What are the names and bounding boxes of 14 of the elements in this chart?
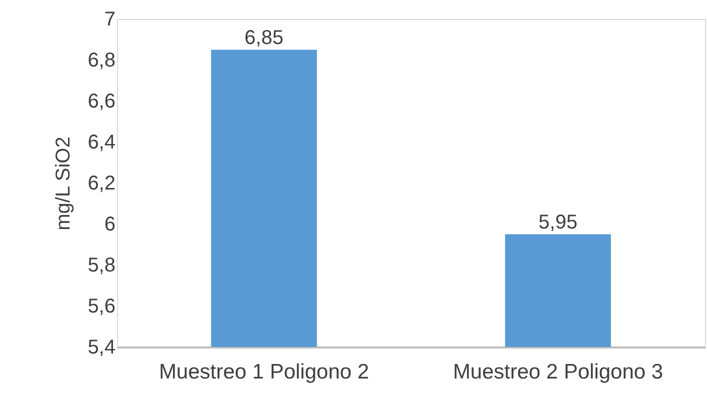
y-tick-label: 5,4: [88, 336, 116, 358]
y-tick-label: 5,6: [88, 296, 116, 318]
y-tick-label: 7: [104, 8, 116, 30]
y-tick-label: 6: [104, 214, 116, 236]
y-tick-label: 6,2: [88, 172, 116, 194]
y-tick-label: 6,4: [88, 132, 116, 154]
y-tick-label: 6,8: [88, 50, 116, 72]
y-axis-title: mg/L SiO2: [52, 136, 75, 230]
y-tick-label: 5,8: [88, 254, 116, 276]
x-tick-label: Muestreo 1 Poligono 2: [158, 360, 370, 384]
data-label: 5,95: [538, 211, 578, 234]
x-tick-label: Muestreo 2 Poligono 3: [452, 360, 664, 384]
data-label: 6,85: [244, 26, 284, 49]
y-tick-label: 6,6: [88, 90, 116, 112]
